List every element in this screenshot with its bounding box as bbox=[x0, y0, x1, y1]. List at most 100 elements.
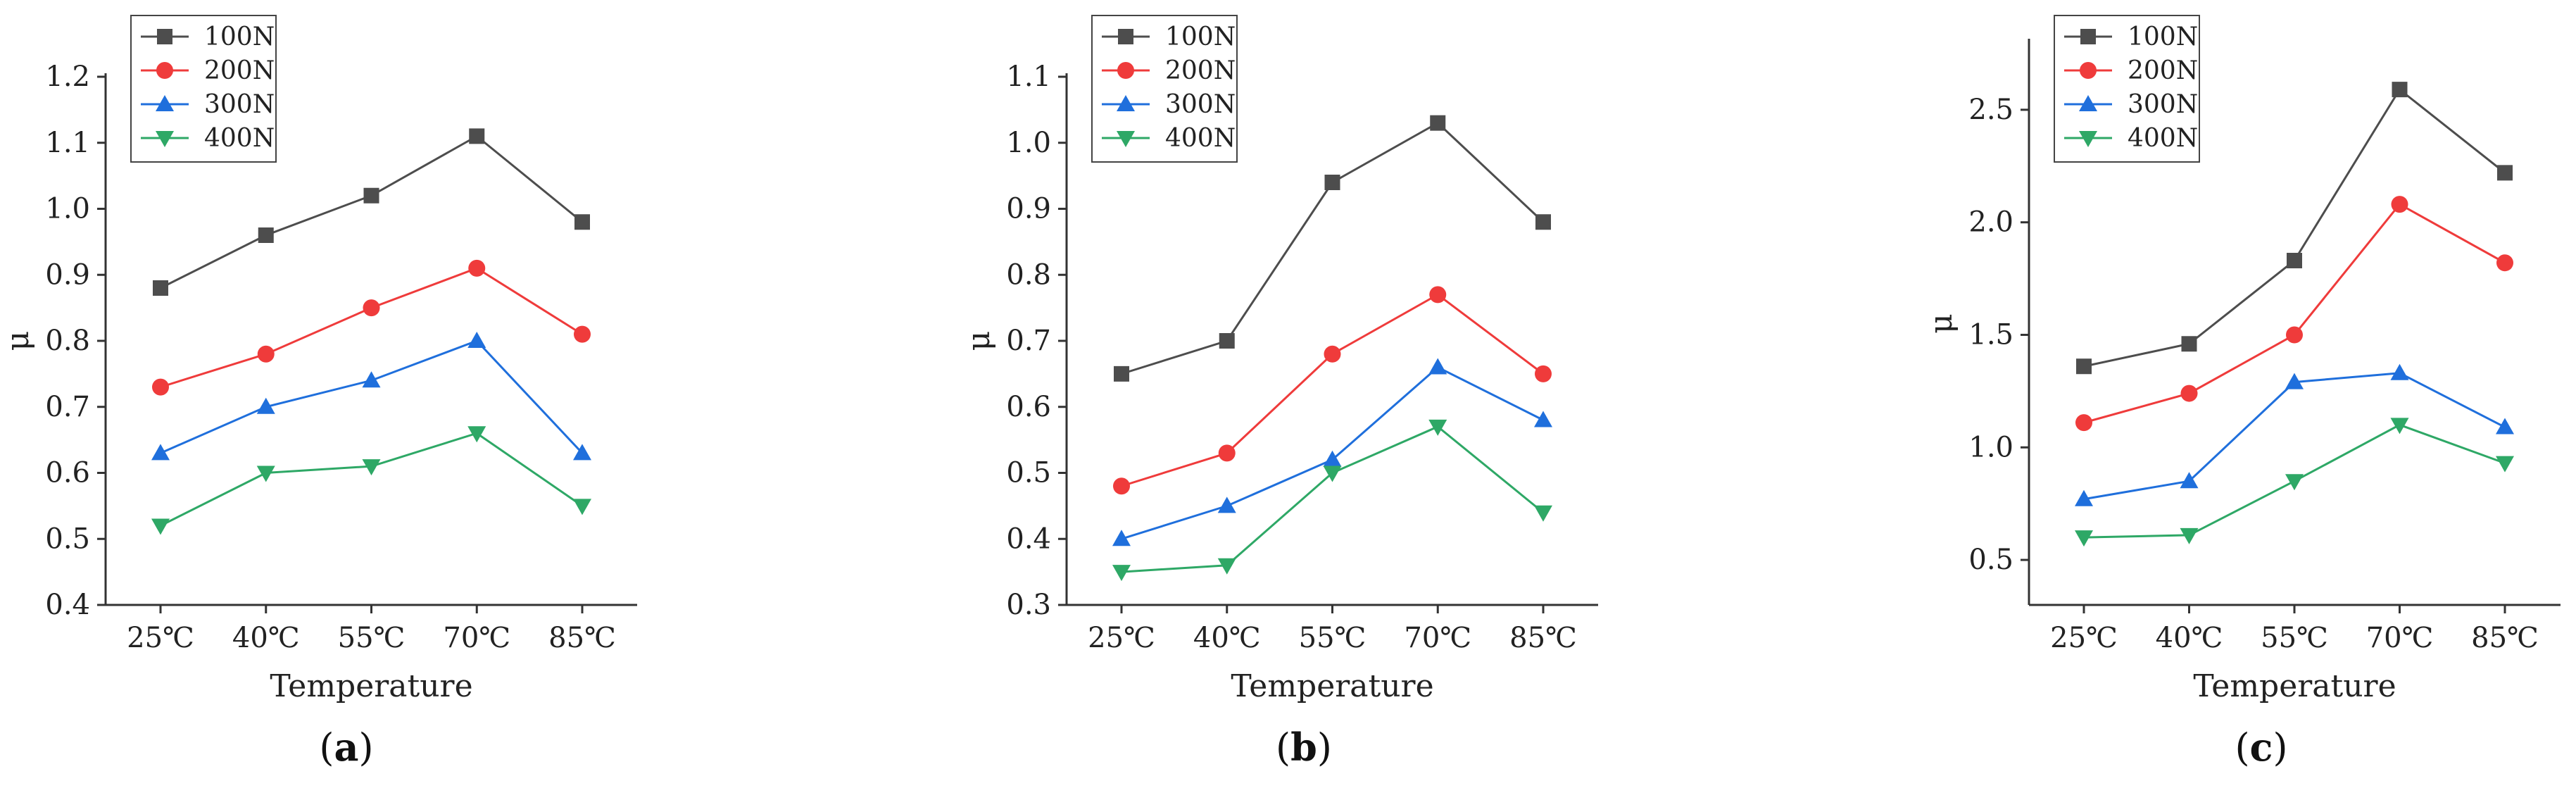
legend: 100N 200N 300N 400N bbox=[2054, 15, 2200, 163]
y-axis-title: μ bbox=[1923, 313, 1959, 334]
legend-marker bbox=[156, 62, 173, 79]
point-400N-0 bbox=[151, 518, 170, 535]
legend-marker bbox=[2079, 131, 2097, 147]
point-300N-0 bbox=[2075, 489, 2093, 506]
legend-marker bbox=[2080, 29, 2096, 44]
x-tick-label: 70℃ bbox=[443, 622, 510, 654]
legend-marker bbox=[156, 131, 174, 147]
point-100N-0 bbox=[2076, 358, 2092, 375]
point-300N-1 bbox=[256, 397, 275, 414]
y-tick-label: 0.5 bbox=[1968, 544, 2013, 576]
point-100N-4 bbox=[574, 214, 590, 230]
point-300N-1 bbox=[2180, 472, 2199, 489]
point-300N-0 bbox=[151, 444, 170, 461]
series-line-300N bbox=[160, 339, 584, 454]
legend-label-100N: 100N bbox=[2128, 23, 2198, 51]
x-tick-label: 85℃ bbox=[548, 622, 616, 654]
point-300N-4 bbox=[573, 444, 591, 461]
series-line-200N bbox=[2083, 203, 2506, 424]
x-tick-label: 40℃ bbox=[1193, 622, 1261, 654]
panel-label: (c) bbox=[2235, 725, 2287, 770]
legend-marker bbox=[1117, 62, 1134, 79]
point-200N-4 bbox=[1535, 365, 1552, 382]
legend-label-300N: 300N bbox=[2128, 90, 2198, 119]
legend-marker bbox=[156, 95, 174, 111]
point-400N-0 bbox=[2075, 530, 2093, 547]
x-tick-label: 40℃ bbox=[2156, 622, 2223, 654]
point-200N-1 bbox=[257, 345, 275, 363]
point-200N-0 bbox=[1113, 477, 1130, 495]
panel-label: (b) bbox=[1276, 725, 1332, 770]
x-tick-label: 25℃ bbox=[127, 622, 194, 654]
point-400N-2 bbox=[362, 459, 381, 476]
point-300N-3 bbox=[467, 332, 486, 348]
point-100N-1 bbox=[1219, 333, 1235, 349]
y-tick-label: 0.3 bbox=[1006, 589, 1051, 621]
chart-panel-a: 0.4 0.5 0.6 0.7 0.8 0.9 1.0 1.1 1.2 25℃ 40℃ 55℃ 70℃ 8… bbox=[0, 15, 637, 770]
y-tick-label: 1.0 bbox=[1968, 431, 2013, 463]
y-tick-label: 0.4 bbox=[45, 589, 90, 621]
chart-panel-b: 0.3 0.4 0.5 0.6 0.7 0.8 0.9 1.0 1.1 25℃ 40℃ 55℃ 70℃ 8… bbox=[961, 15, 1598, 770]
point-200N-0 bbox=[152, 378, 169, 396]
point-200N-1 bbox=[1218, 444, 1236, 462]
y-tick-label: 0.9 bbox=[1006, 193, 1051, 225]
legend-label-100N: 100N bbox=[1165, 23, 1236, 51]
legend-marker bbox=[1118, 29, 1133, 44]
x-tick-label: 55℃ bbox=[1299, 622, 1366, 654]
x-tick-label: 55℃ bbox=[338, 622, 406, 654]
point-400N-3 bbox=[1428, 419, 1447, 436]
legend-marker bbox=[1117, 131, 1135, 147]
x-tick-label: 70℃ bbox=[2366, 622, 2434, 654]
point-100N-4 bbox=[2497, 165, 2513, 181]
legend: 100N 200N 300N 400N bbox=[1091, 15, 1238, 163]
point-300N-1 bbox=[1217, 496, 1236, 513]
point-200N-1 bbox=[2180, 385, 2198, 402]
y-tick-label: 0.6 bbox=[45, 457, 90, 489]
y-tick-label: 0.5 bbox=[45, 523, 90, 555]
y-tick-label: 0.9 bbox=[45, 258, 90, 291]
x-tick-label: 25℃ bbox=[2050, 622, 2118, 654]
y-axis-title: μ bbox=[0, 331, 36, 351]
x-tick-label: 40℃ bbox=[232, 622, 300, 654]
point-200N-4 bbox=[2496, 254, 2513, 272]
y-tick-label: 0.8 bbox=[1006, 258, 1051, 291]
point-200N-2 bbox=[363, 299, 380, 317]
panel-label: (a) bbox=[319, 725, 373, 770]
point-100N-3 bbox=[469, 128, 485, 144]
legend-label-200N: 200N bbox=[2128, 56, 2198, 85]
point-400N-4 bbox=[573, 499, 591, 515]
y-tick-label: 1.0 bbox=[45, 193, 90, 225]
point-100N-2 bbox=[1324, 175, 1340, 190]
y-tick-label: 0.7 bbox=[1006, 325, 1051, 357]
point-400N-3 bbox=[467, 426, 486, 443]
y-tick-label: 0.4 bbox=[1006, 523, 1051, 555]
point-400N-2 bbox=[1323, 465, 1342, 482]
x-tick-label: 25℃ bbox=[1088, 622, 1155, 654]
series-line-400N bbox=[1121, 425, 1544, 573]
point-200N-2 bbox=[2286, 326, 2303, 344]
y-tick-label: 1.2 bbox=[45, 61, 90, 93]
x-axis-title: Temperature bbox=[1231, 668, 1433, 704]
chart-panel-c: 0.5 1.0 1.5 2.0 2.5 25℃ 40℃ 55℃ 70℃ 85℃ Temperatur… bbox=[1923, 15, 2561, 770]
x-tick-label: 55℃ bbox=[2261, 622, 2328, 654]
legend-label-200N: 200N bbox=[204, 56, 275, 85]
point-400N-4 bbox=[1534, 505, 1552, 522]
legend: 100N 200N 300N 400N bbox=[130, 15, 277, 163]
point-300N-4 bbox=[2496, 418, 2514, 435]
legend-label-400N: 400N bbox=[204, 124, 275, 153]
point-200N-2 bbox=[1324, 345, 1341, 363]
point-400N-0 bbox=[1112, 565, 1131, 582]
x-axis-title: Temperature bbox=[270, 668, 472, 704]
point-400N-4 bbox=[2496, 456, 2514, 473]
point-400N-1 bbox=[1217, 558, 1236, 575]
y-axis-title: μ bbox=[961, 331, 997, 351]
point-300N-2 bbox=[362, 371, 381, 388]
point-100N-3 bbox=[2392, 82, 2408, 98]
y-tick-label: 1.0 bbox=[1006, 127, 1051, 159]
point-300N-4 bbox=[1534, 411, 1552, 427]
point-400N-1 bbox=[2180, 527, 2199, 544]
point-400N-1 bbox=[256, 465, 275, 482]
point-100N-3 bbox=[1430, 115, 1446, 131]
legend-label-300N: 300N bbox=[204, 90, 275, 119]
y-tick-label: 0.8 bbox=[45, 325, 90, 357]
